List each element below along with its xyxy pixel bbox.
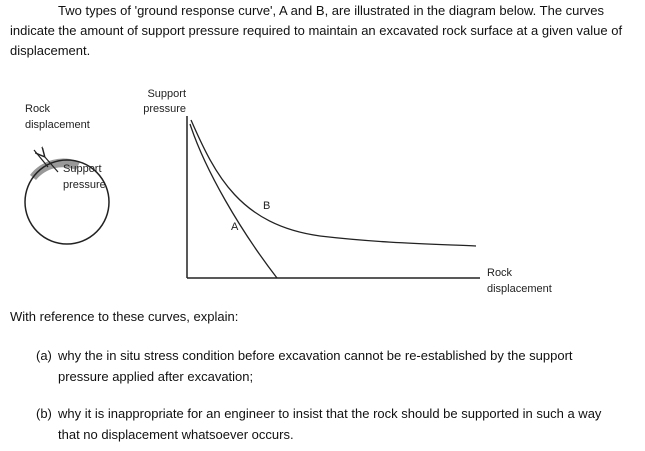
label: pressure <box>63 179 106 191</box>
label: Support <box>63 163 102 175</box>
label: B <box>263 200 270 212</box>
curve-b <box>190 119 477 247</box>
label: pressure <box>143 103 186 115</box>
question-text: why the in situ stress condition before … <box>58 348 573 384</box>
label: Support <box>147 88 186 100</box>
label: displacement <box>487 283 552 295</box>
label: A <box>231 221 239 233</box>
question: (a) why the in situ stress condition befo… <box>36 345 626 387</box>
question: (b) why it is inappropriate for an engine… <box>36 403 626 445</box>
label: Rock <box>25 103 51 115</box>
marker: (a) <box>36 348 52 363</box>
label: displacement <box>25 119 90 131</box>
rock-shading <box>30 158 80 180</box>
question-text: why it is inappropriate for an engineer … <box>58 406 602 442</box>
curve-a <box>189 123 278 279</box>
tunnel <box>24 159 110 245</box>
intro: Two types of 'ground response curve', A … <box>10 3 623 58</box>
arrow <box>44 156 59 173</box>
prompt: With reference to these curves, explain: <box>10 309 239 324</box>
diagram: Rock displacement Support pressure Suppo… <box>24 88 552 295</box>
marker: (b) <box>36 406 52 421</box>
label: Rock <box>487 267 513 279</box>
